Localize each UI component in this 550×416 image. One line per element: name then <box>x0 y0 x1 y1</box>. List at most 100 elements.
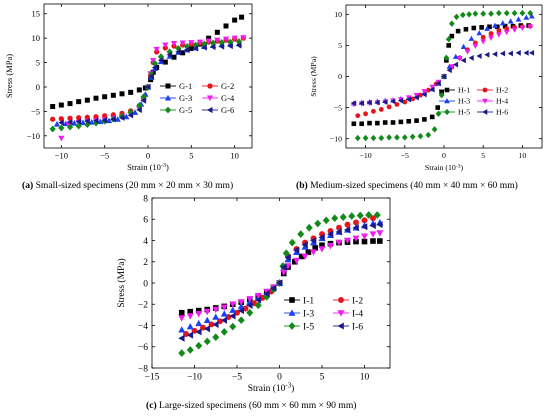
data-point <box>178 315 186 322</box>
data-point <box>519 9 526 17</box>
data-point <box>75 122 82 130</box>
data-point <box>118 114 125 121</box>
legend-label: G-3 <box>179 93 192 103</box>
data-point <box>212 306 220 314</box>
y-tick-label: −5 <box>334 103 342 112</box>
data-point <box>375 120 380 126</box>
legend-label: H-2 <box>496 86 508 95</box>
data-point <box>488 31 494 37</box>
data-point <box>414 118 419 123</box>
data-point <box>212 320 219 328</box>
legend-marker <box>288 309 296 316</box>
data-point <box>162 42 169 49</box>
y-tick-label: −2 <box>138 301 148 311</box>
legend-marker <box>289 297 295 303</box>
data-point <box>71 119 78 126</box>
y-tick-label: 10 <box>334 10 342 19</box>
x-axis-label: Strain (10-3) <box>248 383 295 394</box>
series-G-3 <box>53 40 243 127</box>
data-point <box>280 263 287 271</box>
data-point <box>417 133 424 140</box>
data-point <box>101 117 108 124</box>
legend-marker <box>207 83 213 89</box>
data-point <box>528 49 535 56</box>
y-tick-label: −10 <box>27 131 40 141</box>
data-point <box>460 43 467 49</box>
legend-marker <box>482 87 488 93</box>
data-point <box>148 73 154 80</box>
data-point <box>195 319 203 327</box>
data-point <box>212 333 220 342</box>
data-point <box>361 217 368 224</box>
data-point <box>382 99 388 105</box>
data-point <box>394 102 400 107</box>
y-tick-label: 15 <box>32 9 41 19</box>
data-point <box>503 9 510 17</box>
data-point <box>398 119 404 125</box>
data-point <box>131 109 139 115</box>
data-point <box>429 84 436 90</box>
data-point <box>114 116 121 122</box>
data-point <box>507 50 513 57</box>
data-point <box>356 211 364 220</box>
x-tick-label: 5 <box>481 151 485 160</box>
data-point <box>365 211 373 219</box>
data-point <box>507 18 514 24</box>
data-point <box>402 99 408 105</box>
chart-b: −10 −5 0 5 10 −10 −5 0 5 10 Strain (10-3) Stress (M… <box>309 4 543 172</box>
data-point <box>390 120 396 125</box>
legend-marker <box>444 98 450 104</box>
data-point <box>370 215 376 222</box>
data-point <box>355 113 361 119</box>
series-I-2 <box>183 215 376 337</box>
data-point <box>282 249 290 258</box>
y-tick-label: 8 <box>143 194 148 204</box>
data-point <box>460 57 466 64</box>
legend-marker <box>338 297 344 303</box>
data-point <box>175 48 181 55</box>
y-tick-label: 0 <box>36 82 40 92</box>
data-point <box>142 85 148 91</box>
legend-label: H-4 <box>496 97 508 106</box>
caption-a-letter: (a) <box>22 180 34 191</box>
legend-marker <box>164 106 172 114</box>
data-point <box>445 36 452 43</box>
data-point <box>150 69 156 75</box>
x-tick-label: −5 <box>100 151 109 161</box>
y-axis-label: Stress (MPa) <box>309 56 318 97</box>
data-point <box>429 86 435 93</box>
data-point <box>240 35 247 41</box>
data-point <box>239 14 245 20</box>
x-tick-label: 10 <box>519 151 527 160</box>
data-point <box>366 99 372 106</box>
data-point <box>58 116 64 122</box>
data-point <box>102 94 108 100</box>
x-tick-label: 0 <box>146 151 150 161</box>
data-point <box>515 49 521 56</box>
data-point <box>472 10 479 17</box>
data-point <box>495 24 500 30</box>
y-tick-label: 0 <box>338 72 342 81</box>
data-point <box>487 24 492 30</box>
x-tick-label: −5 <box>401 151 409 160</box>
data-point <box>212 313 220 320</box>
data-point <box>318 233 325 241</box>
data-point <box>187 308 194 315</box>
data-point <box>84 114 90 120</box>
data-point <box>209 43 216 51</box>
data-point <box>136 102 143 109</box>
data-point <box>344 226 351 234</box>
data-point <box>93 114 99 120</box>
legend-label: I-1 <box>303 296 314 306</box>
y-tick-label: −5 <box>31 106 40 116</box>
data-point <box>511 9 518 17</box>
data-point <box>218 43 225 50</box>
data-point <box>492 22 498 28</box>
data-point <box>110 116 116 123</box>
data-point <box>293 246 300 254</box>
legend-label: H-1 <box>458 86 470 95</box>
data-point <box>425 131 432 139</box>
data-point <box>455 28 461 34</box>
data-point <box>196 39 204 46</box>
